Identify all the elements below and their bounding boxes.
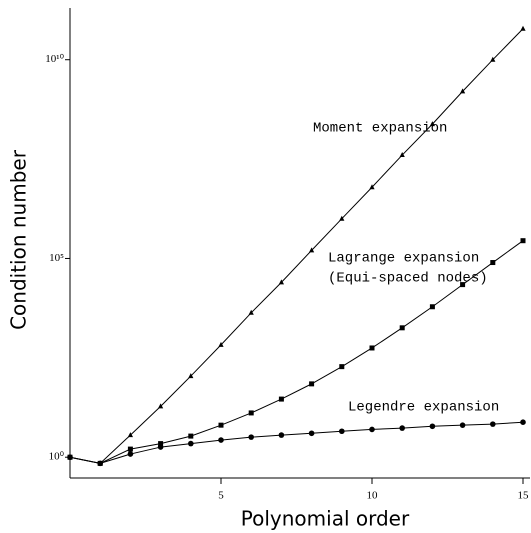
annotation: (Equi-spaced nodes) <box>328 271 488 287</box>
marker <box>490 260 496 266</box>
marker <box>339 428 345 435</box>
series-line <box>69 28 524 464</box>
marker <box>520 419 526 426</box>
marker <box>520 25 526 31</box>
marker <box>158 441 164 447</box>
marker <box>278 279 284 285</box>
y-tick-label: 10¹⁰ <box>45 53 64 65</box>
marker <box>429 304 435 310</box>
marker <box>188 433 194 439</box>
marker <box>248 410 254 416</box>
x-tick-label: 5 <box>218 490 224 502</box>
marker <box>218 341 224 347</box>
marker <box>429 121 435 127</box>
y-tick-label: 10⁵ <box>49 252 64 264</box>
marker <box>459 422 466 428</box>
marker <box>127 451 134 457</box>
marker <box>460 88 466 94</box>
marker <box>309 381 315 387</box>
marker <box>278 432 285 438</box>
marker <box>309 247 315 253</box>
marker <box>97 460 103 467</box>
marker <box>339 215 345 221</box>
marker <box>399 425 406 431</box>
marker <box>369 345 375 351</box>
marker <box>520 238 526 244</box>
x-tick-label: 15 <box>518 490 530 502</box>
y-axis-label: Condition number <box>7 149 31 330</box>
marker <box>369 184 375 190</box>
series-line <box>69 421 524 464</box>
marker <box>157 444 164 450</box>
marker <box>158 403 164 409</box>
marker <box>399 152 405 158</box>
annotation: Moment expansion <box>313 121 447 137</box>
marker <box>429 423 436 430</box>
marker <box>399 325 405 331</box>
x-tick-label: 10 <box>367 490 379 502</box>
marker <box>127 432 133 438</box>
marker <box>127 446 133 452</box>
marker <box>67 454 73 461</box>
marker <box>460 282 466 288</box>
marker <box>308 430 315 437</box>
marker <box>248 434 254 440</box>
annotation: Lagrange expansion <box>328 251 479 267</box>
marker <box>218 437 224 443</box>
x-axis-label: Polynomial order <box>241 507 410 531</box>
marker <box>369 426 375 433</box>
series-line <box>69 240 524 464</box>
marker <box>188 440 194 447</box>
marker <box>248 309 254 315</box>
marker <box>278 396 284 402</box>
marker <box>490 421 496 427</box>
marker <box>218 422 224 428</box>
marker <box>339 364 345 370</box>
marker <box>490 56 496 62</box>
y-tick-label: 10⁰ <box>49 451 65 463</box>
annotation: Legendre expansion <box>348 400 499 416</box>
marker <box>188 373 194 379</box>
